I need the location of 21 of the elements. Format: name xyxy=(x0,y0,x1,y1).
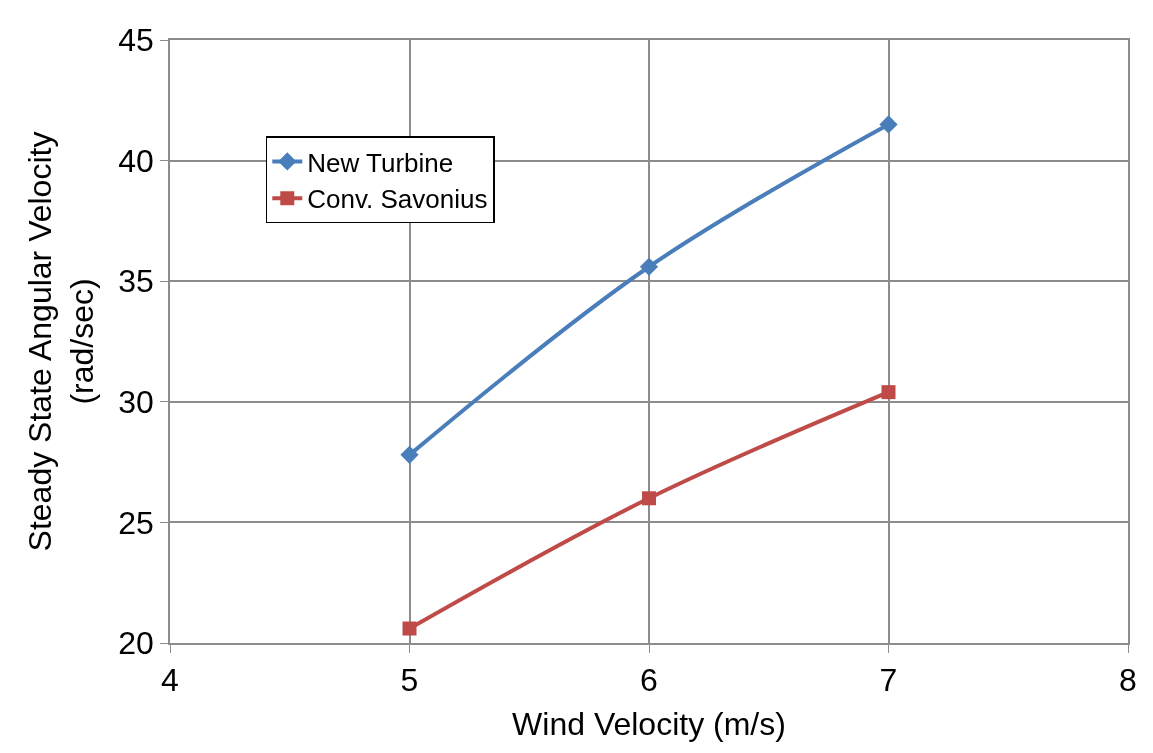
x-axis-title: Wind Velocity (m/s) xyxy=(512,705,786,742)
point xyxy=(400,445,419,464)
x-tick-label: 8 xyxy=(1119,662,1137,699)
point xyxy=(642,491,656,506)
y-tick-label: 25 xyxy=(118,504,154,541)
x-tick-label: 6 xyxy=(640,662,658,699)
x-tick-label: 7 xyxy=(879,662,898,699)
legend-label: Conv. Savonius xyxy=(307,184,488,215)
point xyxy=(639,257,659,276)
y-tick-label: 40 xyxy=(118,142,154,179)
y-tick-label: 35 xyxy=(118,263,154,300)
legend-label: New Turbine xyxy=(307,147,454,178)
point xyxy=(881,385,896,400)
x-tick-label: 4 xyxy=(161,662,179,699)
y-tick-label: 20 xyxy=(118,625,154,662)
y-tick-label: 45 xyxy=(118,22,154,59)
y-axis-title: Steady State Angular Velocity (rad/sec) xyxy=(22,131,101,552)
point xyxy=(402,621,417,636)
point xyxy=(879,115,898,134)
y-tick-label: 30 xyxy=(118,384,154,420)
x-tick-label: 5 xyxy=(400,662,419,699)
